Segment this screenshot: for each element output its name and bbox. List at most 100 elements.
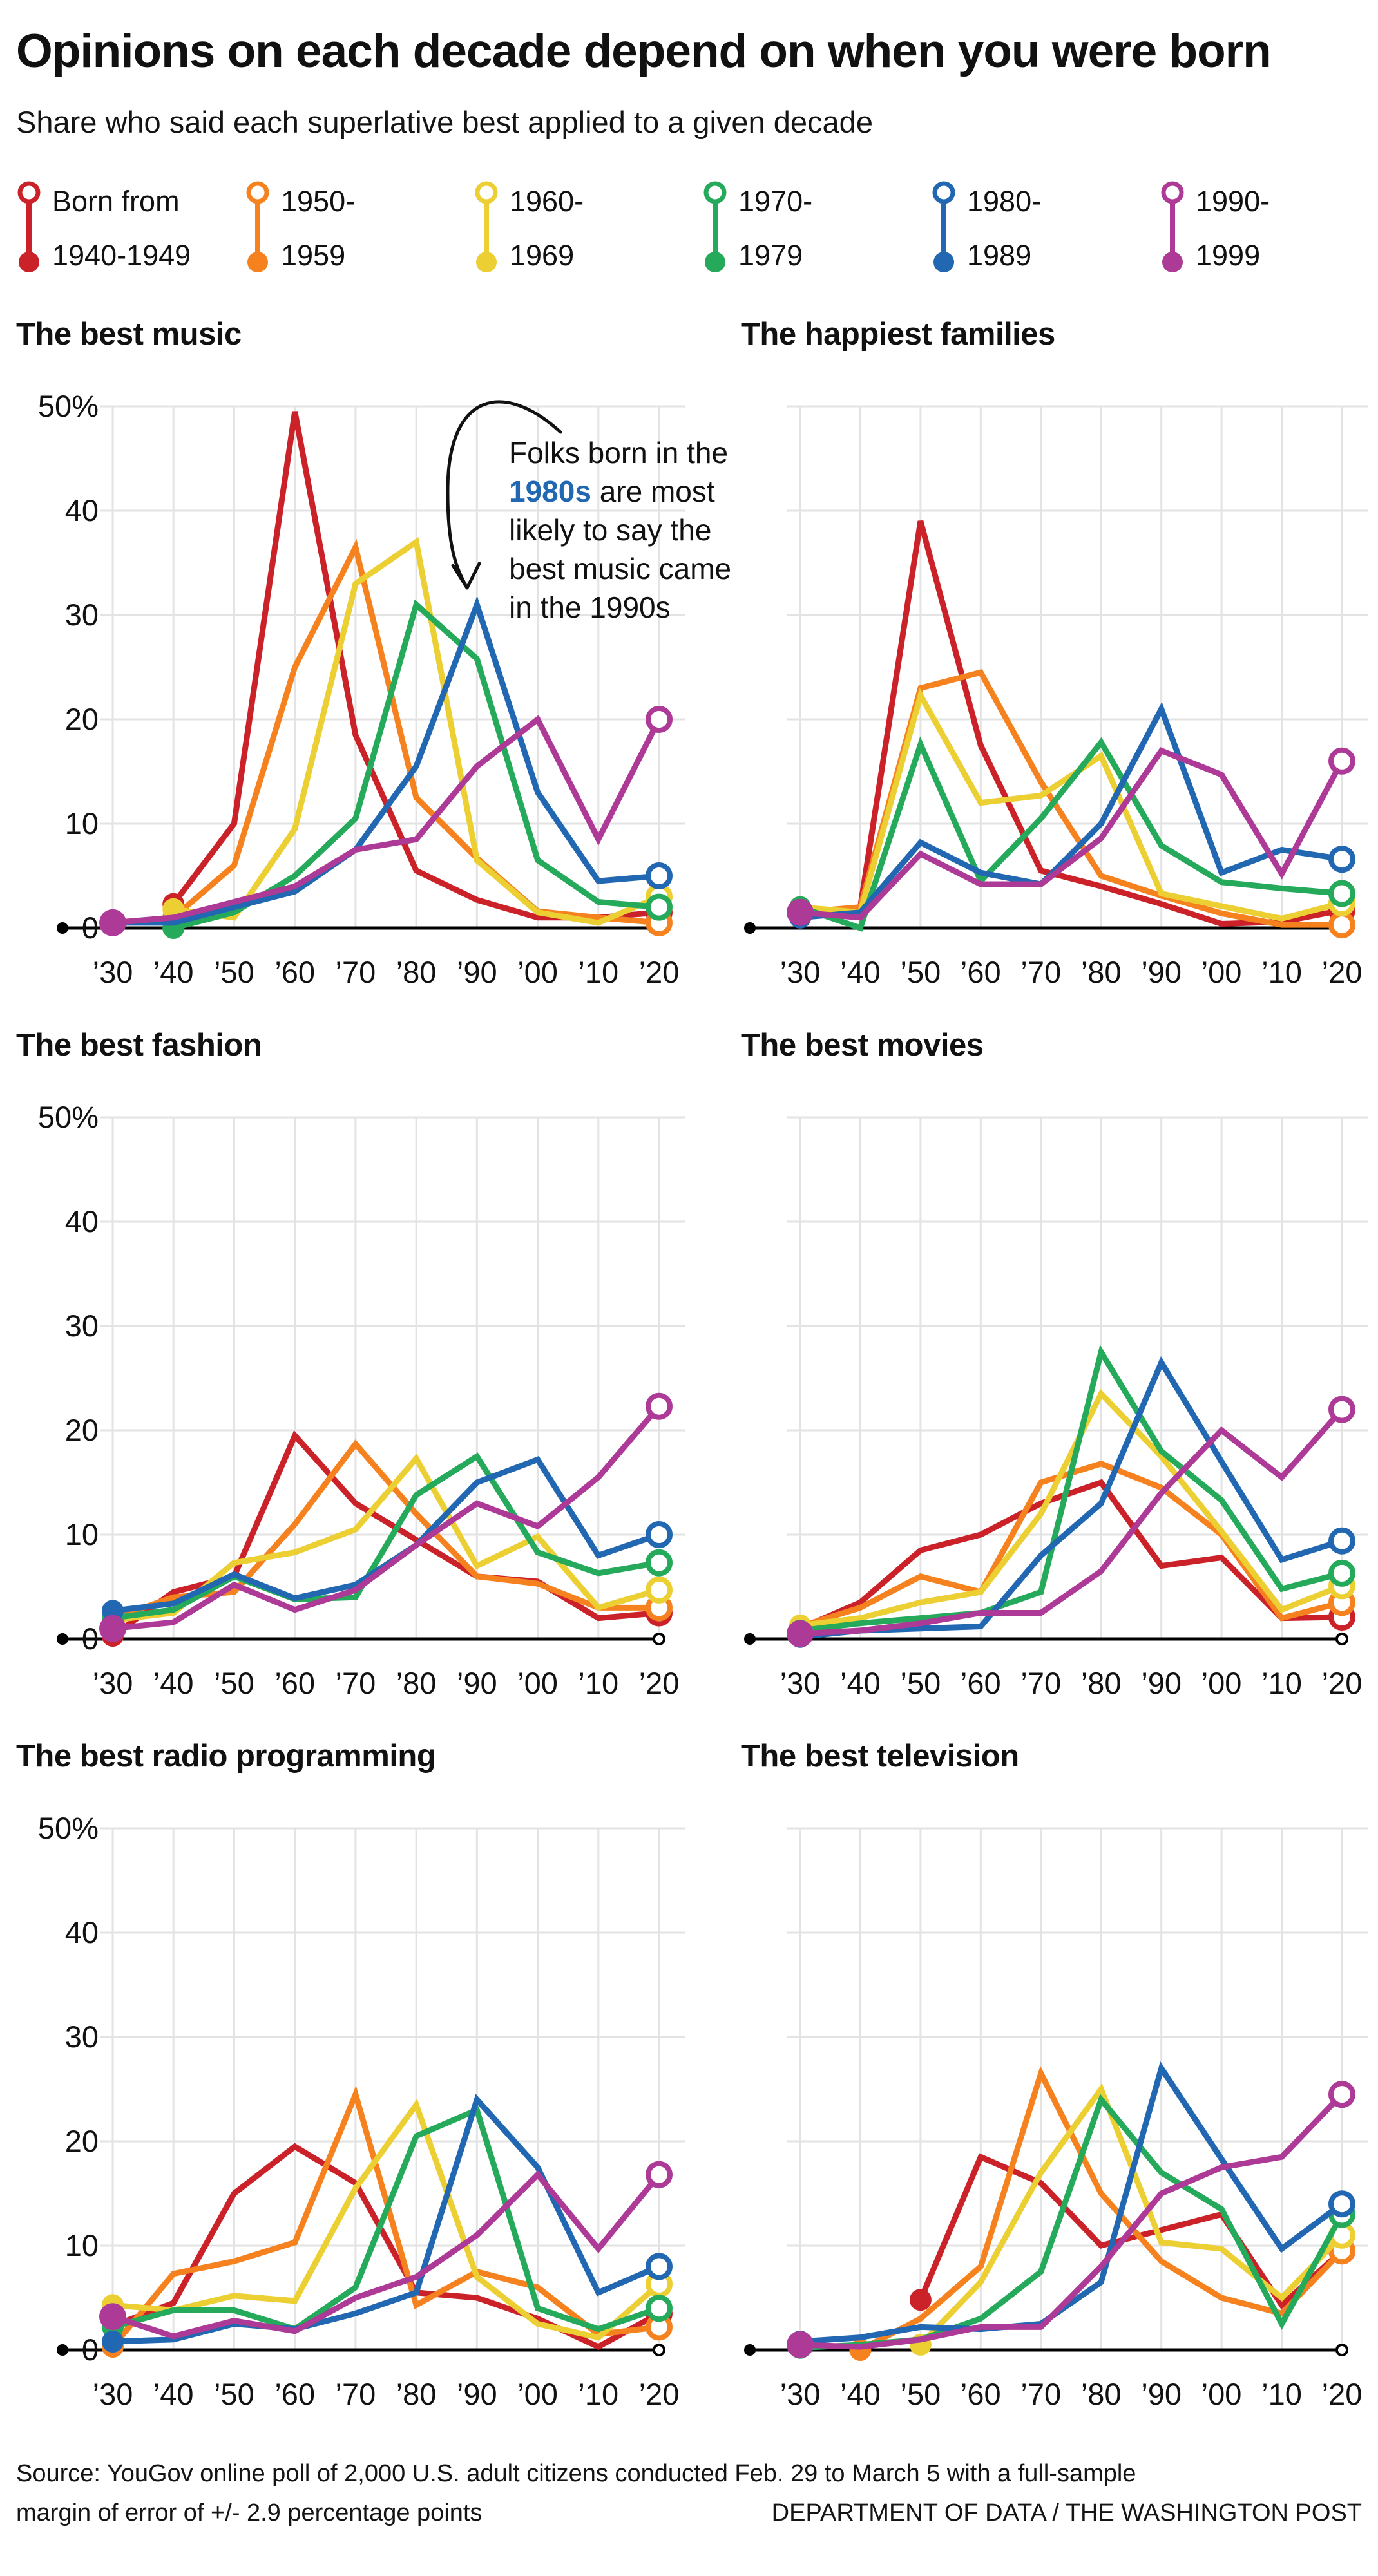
- svg-text:0: 0: [82, 1622, 99, 1656]
- page-title: Opinions on each decade depend on when y…: [16, 25, 1272, 77]
- chart-plot-host: 50% 40 30 20 10 0 ’30 ’40 ’50 ’60 ’70 ’80 ’90 ’00 ’10 ’…: [16, 1783, 686, 2427]
- svg-text:’70: ’70: [1020, 1666, 1061, 1700]
- svg-text:30: 30: [65, 598, 99, 632]
- legend-item-1990s: 1990- 1999: [1160, 178, 1270, 282]
- svg-text:’90: ’90: [1141, 2377, 1182, 2411]
- chart-best-movies: The best movies ’30 ’40 ’50 ’60 ’70 ’80 ’90 ’00…: [741, 1027, 1369, 1716]
- svg-text:’00: ’00: [1201, 1666, 1242, 1700]
- svg-text:’80: ’80: [1081, 1666, 1122, 1700]
- legend-item-1940s: Born from 1940-1949: [16, 178, 245, 282]
- svg-text:’90: ’90: [1141, 955, 1182, 989]
- chart-title: The best music: [16, 316, 242, 352]
- svg-text:’70: ’70: [336, 955, 376, 989]
- credit-text: DEPARTMENT OF DATA / THE WASHINGTON POST: [771, 2499, 1362, 2527]
- svg-text:’50: ’50: [214, 2377, 254, 2411]
- chart-plot: ’30 ’40 ’50 ’60 ’70 ’80 ’90 ’00 ’10 ’20: [744, 405, 1368, 989]
- svg-text:’00: ’00: [1201, 2377, 1242, 2411]
- chart-plot-host: ’30 ’40 ’50 ’60 ’70 ’80 ’90 ’00 ’10 ’20: [741, 361, 1369, 1005]
- annotation-text-post: are most likely to say the best music ca…: [509, 474, 732, 624]
- svg-text:’50: ’50: [214, 955, 254, 989]
- svg-text:’20: ’20: [1322, 2377, 1363, 2411]
- svg-text:’30: ’30: [93, 2377, 133, 2411]
- svg-text:’60: ’60: [274, 1666, 315, 1700]
- svg-text:’60: ’60: [961, 1666, 1001, 1700]
- svg-text:20: 20: [65, 2124, 99, 2158]
- legend-item-label: 1950- 1959: [281, 185, 356, 272]
- chart-plot: ’30 ’40 ’50 ’60 ’70 ’80 ’90 ’00 ’10 ’20: [744, 1827, 1368, 2411]
- svg-text:’90: ’90: [457, 1666, 497, 1700]
- svg-text:’80: ’80: [396, 1666, 437, 1700]
- svg-text:0: 0: [82, 2333, 99, 2367]
- svg-text:’30: ’30: [93, 1666, 133, 1700]
- svg-text:’10: ’10: [1261, 955, 1302, 989]
- svg-text:’40: ’40: [153, 2377, 194, 2411]
- svg-text:’00: ’00: [517, 2377, 558, 2411]
- svg-text:’10: ’10: [578, 955, 618, 989]
- svg-text:30: 30: [65, 2020, 99, 2054]
- svg-text:’40: ’40: [153, 1666, 194, 1700]
- svg-text:’40: ’40: [840, 1666, 881, 1700]
- svg-text:’50: ’50: [214, 1666, 254, 1700]
- svg-text:’60: ’60: [274, 2377, 315, 2411]
- svg-text:’90: ’90: [457, 955, 497, 989]
- svg-text:’80: ’80: [1081, 955, 1122, 989]
- svg-text:40: 40: [65, 493, 99, 527]
- svg-text:’70: ’70: [1020, 955, 1061, 989]
- chart-title: The best fashion: [16, 1027, 262, 1063]
- chart-best-television: The best television ’30 ’40 ’50 ’60 ’70 ’80 ’9…: [741, 1738, 1369, 2427]
- legend-item-1960s: 1960- 1969: [474, 178, 702, 282]
- cohort-1960s-marker-icon: [474, 178, 499, 279]
- svg-text:10: 10: [65, 806, 99, 840]
- annotation-highlight: 1980s: [509, 474, 591, 508]
- svg-text:’10: ’10: [578, 2377, 618, 2411]
- svg-text:’80: ’80: [396, 955, 437, 989]
- chart-plot-host: ’30 ’40 ’50 ’60 ’70 ’80 ’90 ’00 ’10 ’20: [741, 1783, 1369, 2427]
- svg-text:’70: ’70: [336, 1666, 376, 1700]
- cohort-1980s-marker-icon: [931, 178, 957, 279]
- svg-text:’00: ’00: [517, 955, 558, 989]
- svg-text:50%: 50%: [38, 1100, 99, 1134]
- svg-text:30: 30: [65, 1309, 99, 1343]
- footer: Source: YouGov online poll of 2,000 U.S.…: [16, 2454, 1362, 2533]
- svg-text:40: 40: [65, 1204, 99, 1238]
- charts-grid: The best music 50% 40 30 20 10 0 ’30 ’40 ’50 ’60 ’…: [16, 316, 1378, 2427]
- svg-text:’20: ’20: [1322, 955, 1363, 989]
- svg-text:’30: ’30: [780, 1666, 821, 1700]
- svg-text:’80: ’80: [396, 2377, 437, 2411]
- chart-plot: 50% 40 30 20 10 0 ’30 ’40 ’50 ’60 ’70 ’80 ’90 ’00 ’10 ’…: [38, 389, 685, 989]
- svg-text:’30: ’30: [780, 955, 821, 989]
- svg-text:’50: ’50: [901, 1666, 941, 1700]
- svg-text:’40: ’40: [840, 2377, 881, 2411]
- chart-best-music: The best music 50% 40 30 20 10 0 ’30 ’40 ’50 ’60 ’…: [16, 316, 731, 1005]
- chart-plot-host: 50% 40 30 20 10 0 ’30 ’40 ’50 ’60 ’70 ’80 ’90 ’00 ’10 ’…: [16, 361, 686, 1005]
- legend-item-label: 1970- 1979: [738, 185, 813, 272]
- svg-text:’90: ’90: [1141, 1666, 1182, 1700]
- svg-text:’80: ’80: [1081, 2377, 1122, 2411]
- svg-text:50%: 50%: [38, 389, 99, 423]
- svg-text:0: 0: [82, 911, 99, 945]
- cohort-1970s-marker-icon: [702, 178, 728, 279]
- chart-plot: 50% 40 30 20 10 0 ’30 ’40 ’50 ’60 ’70 ’80 ’90 ’00 ’10 ’…: [38, 1811, 685, 2411]
- svg-text:’30: ’30: [93, 955, 133, 989]
- svg-text:’10: ’10: [1261, 2377, 1302, 2411]
- chart-title: The best television: [741, 1738, 1019, 1774]
- svg-text:’30: ’30: [780, 2377, 821, 2411]
- annotation-best-music: Folks born in the 1980s are most likely …: [509, 433, 736, 627]
- legend-item-label: 1980- 1989: [967, 185, 1042, 272]
- source-text-line1: Source: YouGov online poll of 2,000 U.S.…: [16, 2459, 1136, 2487]
- svg-text:’20: ’20: [639, 955, 680, 989]
- legend-item-label: 1960- 1969: [510, 185, 584, 272]
- svg-text:20: 20: [65, 702, 99, 736]
- svg-text:50%: 50%: [38, 1811, 99, 1845]
- svg-text:’60: ’60: [274, 955, 315, 989]
- chart-title: The happiest families: [741, 316, 1055, 352]
- svg-text:’40: ’40: [153, 955, 194, 989]
- svg-text:’70: ’70: [336, 2377, 376, 2411]
- chart-best-radio: The best radio programming 50% 40 30 20 10 0 ’…: [16, 1738, 686, 2427]
- svg-text:’20: ’20: [639, 1666, 680, 1700]
- chart-plot-host: 50% 40 30 20 10 0 ’30 ’40 ’50 ’60 ’70 ’80 ’90 ’00 ’10 ’…: [16, 1072, 686, 1716]
- svg-text:’70: ’70: [1020, 2377, 1061, 2411]
- svg-text:’00: ’00: [517, 1666, 558, 1700]
- legend: Born from 1940-1949 1950- 1959 1960- 1969 1…: [16, 178, 1378, 282]
